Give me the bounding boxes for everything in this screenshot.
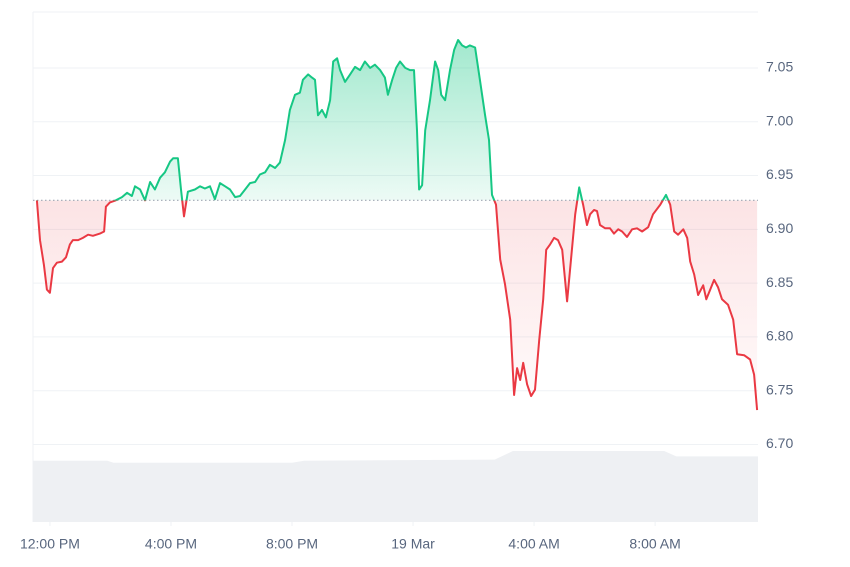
y-tick-label: 6.85: [766, 274, 793, 290]
y-tick-label: 6.75: [766, 381, 793, 397]
y-tick-label: 6.90: [766, 220, 793, 236]
y-tick-label: 7.05: [766, 59, 793, 75]
x-tick-label: 12:00 PM: [20, 536, 80, 552]
y-tick-label: 7.00: [766, 112, 793, 128]
x-tick-label: 4:00 AM: [508, 536, 559, 552]
x-tick-label: 19 Mar: [391, 536, 435, 552]
price-area: [36, 40, 758, 411]
price-line: [35, 39, 759, 411]
x-tick-label: 8:00 PM: [266, 536, 318, 552]
x-tick-label: 4:00 PM: [145, 536, 197, 552]
y-tick-label: 6.95: [766, 166, 793, 182]
y-tick-label: 6.80: [766, 328, 793, 344]
y-tick-label: 6.70: [766, 435, 793, 451]
volume-area: [33, 451, 758, 522]
x-tick-label: 8:00 AM: [629, 536, 680, 552]
